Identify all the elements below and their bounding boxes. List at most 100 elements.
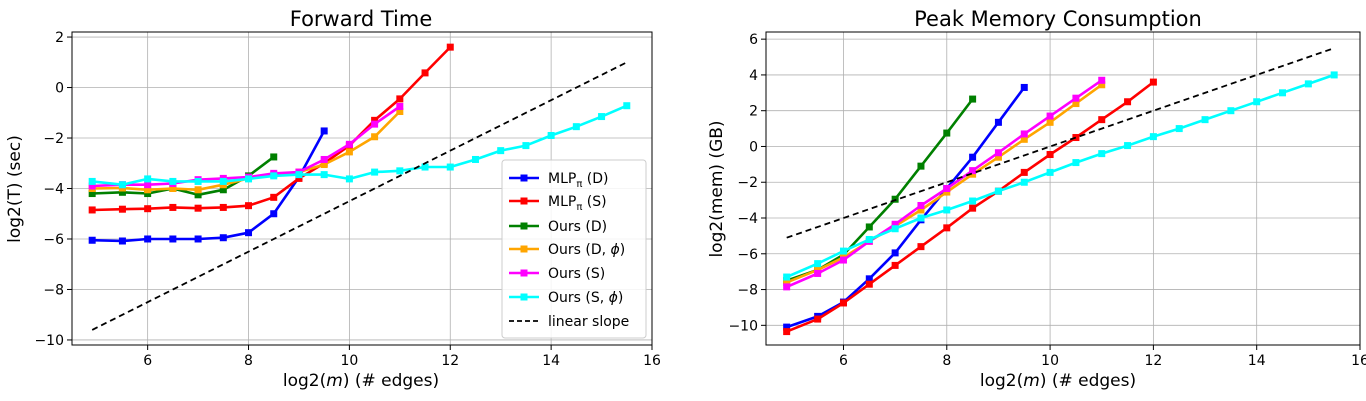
legend-marker bbox=[520, 222, 528, 230]
data-point bbox=[891, 225, 899, 233]
data-point bbox=[295, 174, 303, 182]
data-point bbox=[783, 323, 791, 331]
x-tick-label: 10 bbox=[340, 353, 358, 369]
data-point bbox=[219, 203, 227, 211]
series-mlp-pi-d bbox=[783, 83, 1028, 331]
legend-entry-ours-s-phi: Ours (S, ϕ) bbox=[509, 290, 623, 306]
y-tick-label: −10 bbox=[34, 333, 64, 349]
forward-time-chart: Forward Time 6 8 10 12 14 16 −10 −8 −6 −4 −2 0 2 log… bbox=[5, 7, 661, 391]
series-line bbox=[786, 73, 1335, 279]
data-point bbox=[169, 203, 177, 211]
data-point bbox=[1020, 168, 1028, 176]
data-point bbox=[865, 235, 873, 243]
data-point bbox=[943, 185, 951, 192]
data-point bbox=[1072, 94, 1080, 102]
data-point bbox=[345, 175, 353, 183]
x-tick-label: 12 bbox=[441, 353, 459, 369]
data-point bbox=[270, 172, 278, 180]
y-tick-label: −4 bbox=[43, 182, 64, 198]
legend-label-suffix: (D) bbox=[582, 171, 608, 187]
data-point bbox=[194, 191, 202, 199]
y-axis-label: log2(T) (sec) bbox=[5, 135, 25, 243]
y-tick-label: −10 bbox=[728, 318, 758, 334]
y-tick-label: −4 bbox=[737, 211, 758, 227]
data-point bbox=[446, 43, 454, 51]
ticks: 6 8 10 12 14 16 −10 −8 −6 −4 −2 0 2 4 6 bbox=[728, 32, 1366, 369]
data-point bbox=[814, 315, 822, 323]
data-point bbox=[118, 205, 126, 213]
data-point bbox=[814, 266, 822, 274]
data-point bbox=[839, 299, 847, 307]
data-point bbox=[969, 204, 977, 212]
legend-label: linear slope bbox=[548, 314, 629, 330]
ticks: 6 8 10 12 14 16 −10 −8 −6 −4 −2 0 2 bbox=[34, 30, 661, 369]
data-point bbox=[88, 177, 96, 185]
data-point bbox=[783, 273, 791, 281]
legend-subscript: π bbox=[576, 202, 582, 213]
data-point bbox=[345, 148, 353, 156]
legend-marker bbox=[520, 197, 528, 205]
data-point bbox=[118, 188, 126, 196]
y-tick-label: −8 bbox=[737, 283, 758, 299]
peak-memory-chart: Peak Memory Consumption 6 8 10 12 14 16 −10 −8 −… bbox=[707, 7, 1366, 391]
data-point bbox=[295, 171, 303, 179]
data-point bbox=[1046, 151, 1054, 159]
x-tick-label: 14 bbox=[1248, 353, 1266, 369]
data-point bbox=[118, 237, 126, 245]
legend-entry-ours-d: Ours (D) bbox=[509, 219, 607, 235]
x-tick-label: 12 bbox=[1144, 353, 1162, 369]
data-point bbox=[144, 175, 152, 183]
legend-phi: ϕ bbox=[609, 290, 618, 306]
data-point bbox=[1046, 118, 1054, 126]
data-point bbox=[1175, 125, 1183, 133]
y-tick-label: 4 bbox=[749, 68, 758, 84]
data-point bbox=[1020, 178, 1028, 186]
data-point bbox=[144, 181, 152, 189]
series-line bbox=[92, 130, 326, 243]
data-point bbox=[1279, 89, 1287, 97]
data-point bbox=[969, 153, 977, 161]
data-point bbox=[270, 210, 278, 218]
data-point bbox=[598, 113, 606, 121]
data-point bbox=[783, 328, 791, 336]
data-point bbox=[623, 102, 631, 110]
series-ours-s-phi bbox=[88, 102, 631, 189]
data-point bbox=[245, 229, 253, 237]
data-point bbox=[783, 278, 791, 286]
data-point bbox=[994, 187, 1002, 195]
data-point bbox=[320, 171, 328, 179]
data-point bbox=[194, 177, 202, 185]
data-point bbox=[814, 260, 822, 268]
legend-entry-linear-slope: linear slope bbox=[509, 314, 629, 330]
data-point bbox=[839, 247, 847, 255]
legend-label: MLPπ (S) bbox=[548, 194, 607, 213]
data-point bbox=[88, 182, 96, 190]
y-tick-label: 2 bbox=[749, 104, 758, 120]
data-point bbox=[497, 147, 505, 155]
data-point bbox=[1046, 112, 1054, 120]
data-point bbox=[371, 133, 379, 141]
x-tick-label: 16 bbox=[1351, 353, 1366, 369]
data-point bbox=[320, 161, 328, 169]
data-point bbox=[245, 175, 253, 183]
series-line bbox=[786, 47, 1335, 239]
x-tick-label: 6 bbox=[839, 353, 848, 369]
data-point bbox=[396, 108, 404, 116]
y-tick-label: −6 bbox=[737, 247, 758, 263]
x-tick-label: 8 bbox=[244, 353, 253, 369]
x-tick-label: 10 bbox=[1041, 353, 1059, 369]
x-axis-label-part: ) (# edges) bbox=[1040, 371, 1136, 391]
data-point bbox=[865, 275, 873, 283]
data-point bbox=[943, 129, 951, 137]
data-point bbox=[994, 118, 1002, 126]
data-point bbox=[219, 234, 227, 242]
data-point bbox=[522, 142, 530, 150]
data-point bbox=[169, 235, 177, 243]
data-point bbox=[1330, 71, 1338, 79]
chart-title: Peak Memory Consumption bbox=[914, 7, 1202, 31]
legend-entry-ours-s: Ours (S) bbox=[509, 266, 605, 282]
legend-box bbox=[501, 159, 647, 339]
legend-label: MLPπ (D) bbox=[548, 171, 609, 190]
y-tick-label: 2 bbox=[55, 30, 64, 46]
